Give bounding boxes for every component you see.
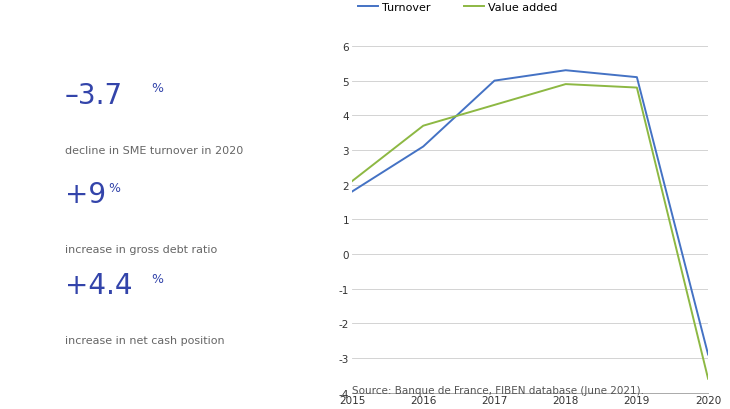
Turnover — [490, 79, 499, 84]
Turnover — [347, 190, 356, 195]
Text: increase in net cash position: increase in net cash position — [65, 335, 224, 346]
Turnover — [704, 352, 712, 357]
Value added — [490, 103, 499, 108]
Turnover — [561, 69, 570, 74]
Text: increase in gross debt ratio: increase in gross debt ratio — [65, 244, 217, 254]
Value added — [561, 83, 570, 88]
Value added — [347, 179, 356, 184]
Text: %: % — [108, 181, 120, 194]
Legend: Turnover, Value added: Turnover, Value added — [358, 2, 558, 13]
Text: %: % — [151, 272, 164, 285]
Turnover — [632, 76, 641, 81]
Text: decline in SME turnover in 2020: decline in SME turnover in 2020 — [65, 146, 243, 155]
Text: –3.7: –3.7 — [65, 82, 123, 110]
Value added — [419, 124, 428, 129]
Text: %: % — [151, 82, 164, 95]
Text: Source: Banque de France, FIBEN database (June 2021).: Source: Banque de France, FIBEN database… — [352, 385, 644, 395]
Value added — [632, 86, 641, 91]
Line: Value added: Value added — [352, 85, 708, 379]
Line: Turnover: Turnover — [352, 71, 708, 355]
Text: +4.4: +4.4 — [65, 272, 132, 300]
Turnover — [419, 145, 428, 150]
Value added — [704, 376, 712, 381]
Text: +9: +9 — [65, 180, 106, 209]
